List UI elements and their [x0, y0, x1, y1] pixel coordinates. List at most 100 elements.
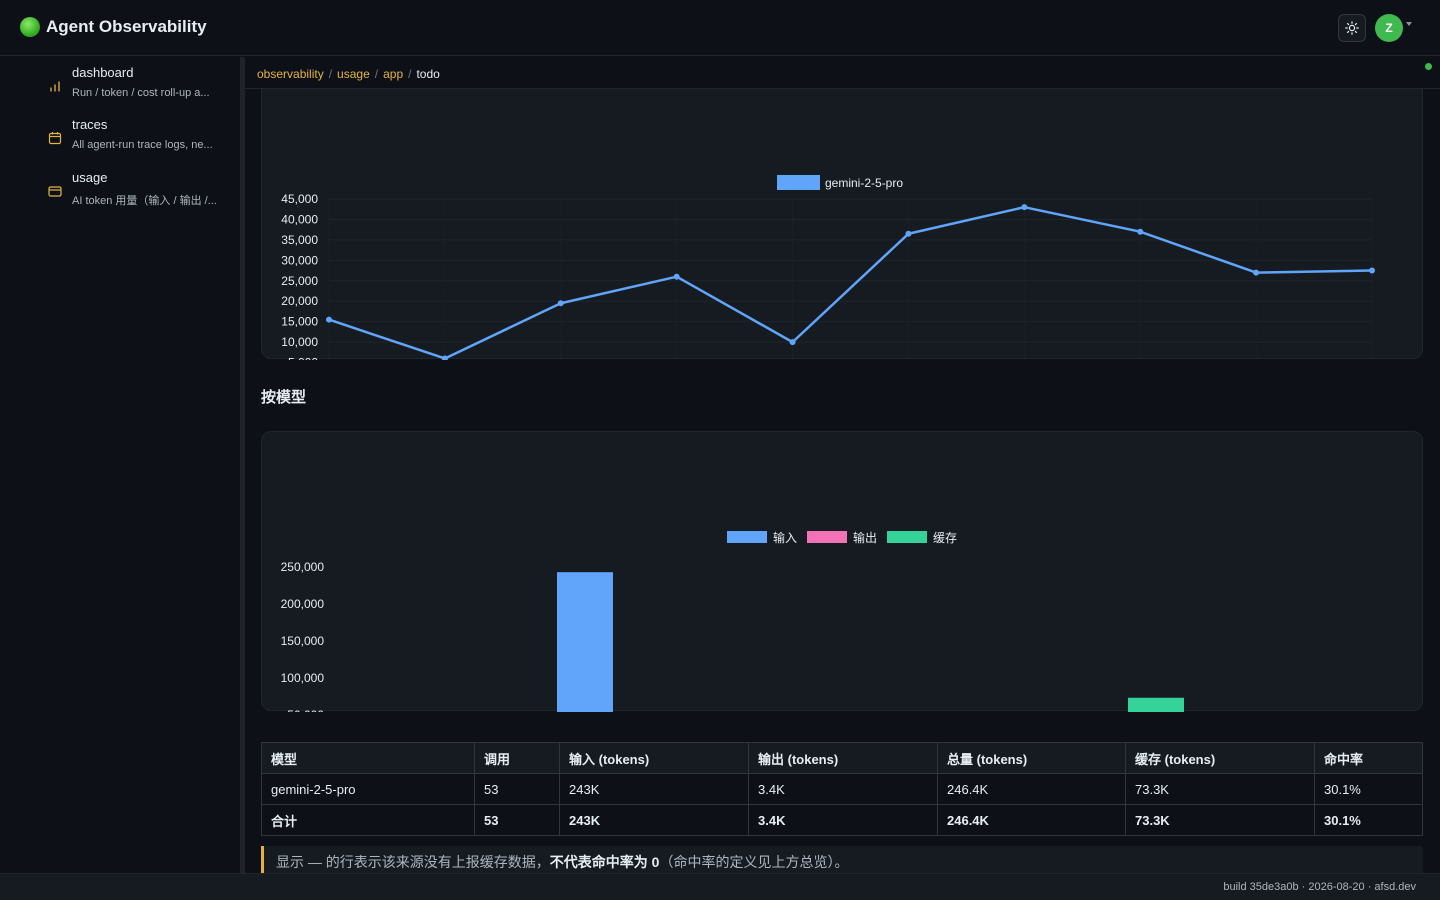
cell-total: 246.4K [937, 773, 1126, 805]
section-title-by-model: 按模型 [261, 389, 307, 406]
sun-icon [1345, 21, 1359, 35]
sidebar-item-label: dashboard [72, 65, 134, 80]
cache-note: 显示 — 的行表示该来源没有上报缓存数据，不代表命中率为 0（命中率的定义见上方… [261, 846, 1423, 873]
y-tick-label: 25,000 [281, 274, 318, 288]
brand[interactable]: Agent Observability [20, 17, 207, 37]
legend-swatch [777, 175, 820, 190]
data-point [557, 300, 564, 307]
sidebar: dashboard Run / token / cost roll-up a..… [0, 57, 240, 873]
usage-by-model-table: 模型 调用 输入 (tokens) 输出 (tokens) 总量 (tokens… [261, 742, 1423, 836]
sidebar-item-traces[interactable]: traces All agent-run trace logs, ne... [44, 117, 234, 161]
sidebar-item-usage[interactable]: usage AI token 用量（输入 / 输出 /... [44, 170, 234, 214]
data-point [905, 230, 912, 237]
legend-swatch [727, 531, 767, 543]
y-tick-label: 250,000 [281, 560, 325, 574]
breadcrumb-link-observability[interactable]: observability [257, 67, 324, 81]
y-tick-label: 40,000 [281, 212, 318, 226]
y-tick-label: 20,000 [281, 294, 318, 308]
breadcrumb: observability / usage / app / todo [257, 67, 440, 81]
legend-label: 输入 [773, 530, 797, 545]
y-tick-label: 50,000 [287, 708, 324, 712]
bar-chart-icon [44, 75, 66, 97]
y-tick-label: 5,000 [288, 356, 318, 360]
breadcrumb-bar: observability / usage / app / todo [245, 57, 1440, 89]
chevron-down-icon[interactable] [1406, 22, 1412, 26]
legend-label: 输出 [853, 530, 877, 545]
cell-calls: 53 [474, 804, 560, 836]
legend-label: gemini-2-5-pro [825, 176, 903, 190]
sidebar-resize-handle[interactable] [240, 57, 245, 873]
data-point [789, 339, 796, 346]
data-point [1369, 267, 1375, 274]
legend-swatch [887, 531, 927, 543]
breadcrumb-separator: / [374, 67, 379, 81]
data-point [1021, 204, 1028, 211]
breadcrumb-separator: / [328, 67, 333, 81]
table-row: gemini-2-5-pro 53 243K 3.4K 246.4K 73.3K… [261, 773, 1423, 805]
credit-card-icon [44, 180, 66, 202]
column-header-hit-rate[interactable]: 命中率 [1314, 742, 1423, 774]
y-tick-label: 15,000 [281, 315, 318, 329]
column-header-cache[interactable]: 缓存 (tokens) [1125, 742, 1315, 774]
note-text: 显示 — 的行表示该来源没有上报缓存数据， [276, 854, 550, 870]
y-tick-label: 150,000 [281, 634, 325, 648]
cell-model: gemini-2-5-pro [261, 773, 475, 805]
cell-cache: 73.3K [1125, 773, 1315, 805]
y-tick-label: 200,000 [281, 597, 325, 611]
breadcrumb-link-app[interactable]: app [383, 67, 404, 81]
table-header-row: 模型 调用 输入 (tokens) 输出 (tokens) 总量 (tokens… [261, 742, 1423, 774]
data-point [326, 316, 332, 323]
column-header-output[interactable]: 输出 (tokens) [748, 742, 938, 774]
bar-缓存 [1128, 697, 1184, 752]
top-bar: Agent Observability Z [0, 0, 1440, 56]
cell-input: 243K [559, 773, 749, 805]
app-title: Agent Observability [46, 17, 207, 36]
cell-cache: 73.3K [1125, 804, 1315, 836]
column-header-input[interactable]: 输入 (tokens) [559, 742, 749, 774]
footer: build 35de3a0b · 2026-08-20 · afsd.dev [0, 873, 1440, 900]
line-chart: 45,000 40,000 35,000 30,000 25,000 20,000 15,0… [281, 175, 1403, 409]
breadcrumb-separator: / [408, 67, 412, 81]
app-logo-icon [20, 17, 40, 37]
cell-input: 243K [559, 804, 749, 836]
calendar-icon [44, 127, 66, 149]
breadcrumb-current: todo [416, 67, 440, 81]
cell-hit-rate: 30.1% [1314, 773, 1423, 805]
legend-label: 缓存 [933, 531, 957, 545]
bar-输入 [557, 572, 613, 752]
breadcrumb-link-usage[interactable]: usage [337, 67, 370, 81]
bar-chart: 250,000200,000150,000100,00050,0000gemin… [281, 530, 1184, 778]
legend-swatch [807, 531, 847, 543]
sidebar-item-subtitle: AI token 用量（输入 / 输出 /... [72, 195, 217, 207]
cell-output: 3.4K [748, 804, 938, 836]
y-tick-label: 30,000 [281, 253, 318, 267]
cell-output: 3.4K [748, 773, 938, 805]
y-tick-label: 35,000 [281, 233, 318, 247]
build-info: build 35de3a0b · 2026-08-20 · afsd.dev [1223, 881, 1416, 893]
series-line-gemini-2-5-pro [328, 205, 1373, 360]
y-tick-label: 10,000 [281, 335, 318, 349]
note-emphasis: 不代表命中率为 0 [549, 854, 660, 870]
status-indicator [1425, 63, 1432, 70]
sidebar-item-subtitle: Run / token / cost roll-up a... [72, 87, 210, 99]
column-header-total[interactable]: 总量 (tokens) [937, 742, 1126, 774]
cell-total: 246.4K [937, 804, 1126, 836]
cell-calls: 53 [474, 773, 560, 805]
theme-toggle-button[interactable] [1338, 14, 1366, 42]
cell-hit-rate: 30.1% [1314, 804, 1423, 836]
column-header-calls[interactable]: 调用 [474, 742, 560, 774]
cell-total-label: 合计 [261, 804, 475, 836]
note-text-tail: （命中率的定义见上方总览）。 [659, 854, 849, 870]
y-tick-label: 100,000 [281, 671, 325, 685]
line-chart-card: 45,000 40,000 35,000 30,000 25,000 20,000 15,0… [261, 89, 1423, 409]
sidebar-item-dashboard[interactable]: dashboard Run / token / cost roll-up a..… [44, 65, 234, 109]
bar-chart-card: 250,000200,000150,000100,00050,0000gemin… [261, 431, 1423, 778]
table-total-row: 合计 53 243K 3.4K 246.4K 73.3K 30.1% [261, 804, 1423, 836]
y-tick-label: 45,000 [281, 192, 318, 206]
column-header-model[interactable]: 模型 [261, 742, 475, 774]
main-content: 45,000 40,000 35,000 30,000 25,000 20,000 15,0… [245, 89, 1440, 873]
data-point [1137, 228, 1144, 235]
data-point [1253, 269, 1260, 276]
avatar[interactable]: Z [1375, 14, 1403, 42]
sidebar-item-label: usage [72, 170, 108, 185]
